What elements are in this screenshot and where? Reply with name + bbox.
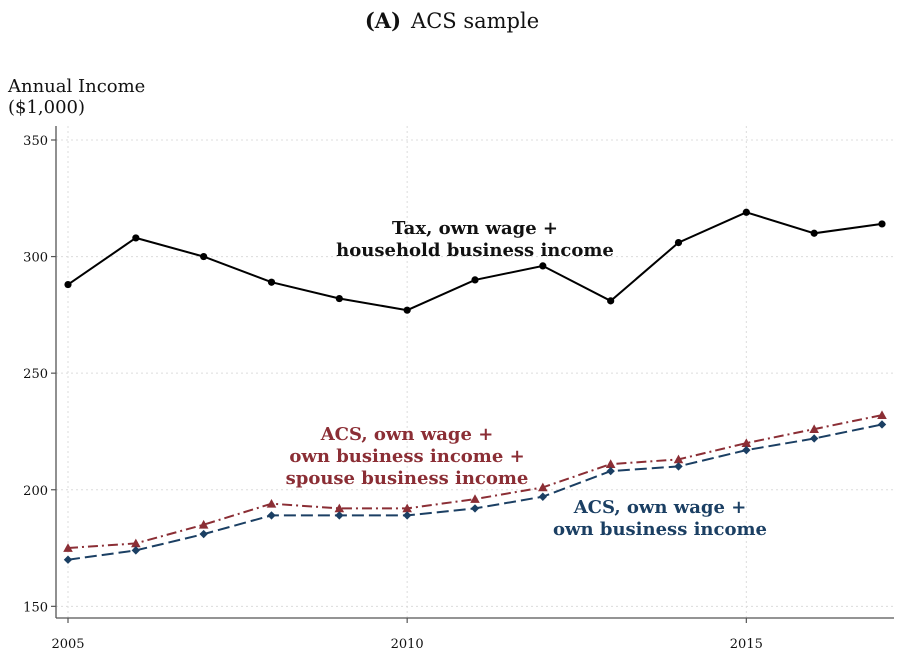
tax-series-point — [64, 280, 72, 289]
tax-series-point — [132, 234, 140, 242]
y-tick-label: 350 — [23, 134, 48, 149]
title-text: ACS sample — [411, 9, 540, 33]
annotation-line: ACS, own wage + — [320, 424, 494, 445]
y-tick-label: 250 — [23, 367, 48, 382]
y-tick-label: 200 — [23, 484, 48, 499]
acs-spouse-series-point — [266, 498, 277, 508]
y-axis-label-line-1: Annual Income — [8, 76, 146, 97]
acs-own-series-point — [470, 504, 480, 513]
acs-spouse-series-point — [741, 438, 752, 447]
acs-spouse-series-point — [131, 538, 141, 548]
annotation-acs-own-series: ACS, own wage + own business income — [530, 497, 790, 541]
tax-series-point — [403, 306, 411, 314]
acs-spouse-series-point — [198, 519, 209, 529]
acs-own-series-point — [131, 546, 141, 555]
annotation-line: Tax, own wage + — [392, 218, 558, 239]
tax-series-point — [810, 229, 818, 237]
tax-series-point — [267, 278, 276, 286]
annotation-tax-series: Tax, own wage + household business incom… — [320, 218, 630, 262]
y-axis-label-line-2: ($1,000) — [8, 97, 86, 118]
tax-series-point — [674, 238, 683, 247]
acs-own-series-point — [809, 434, 819, 443]
x-tick-label: 2015 — [730, 637, 763, 652]
acs-own-series-point — [335, 511, 344, 520]
acs-own-series-point — [63, 555, 73, 564]
tax-series-point — [878, 220, 886, 228]
acs-own-series-point — [267, 511, 276, 520]
acs-own-series-point — [199, 529, 208, 539]
annotation-line: own business income + — [289, 446, 525, 467]
panel-label: (A) — [364, 8, 402, 33]
y-tick-label: 150 — [23, 600, 48, 615]
y-tick-label: 300 — [23, 251, 48, 266]
annotation-line: spouse business income — [285, 468, 529, 489]
annotation-line: ACS, own wage + — [573, 497, 747, 518]
acs-spouse-series-point — [673, 454, 684, 464]
y-axis-label: Annual Income ($1,000) — [8, 76, 145, 118]
acs-own-series-point — [606, 466, 615, 476]
acs-spouse-series-point — [605, 459, 616, 468]
annotation-line: household business income — [336, 240, 614, 261]
tax-series-point — [607, 297, 615, 305]
tax-series-point — [471, 276, 479, 284]
chart-title: (A) ACS sample — [0, 8, 904, 33]
tax-series-point — [539, 262, 547, 270]
acs-spouse-series-point — [63, 543, 73, 552]
acs-spouse-series-point — [470, 494, 480, 503]
annotation-acs-spouse-series: ACS, own wage + own business income + sp… — [262, 424, 552, 490]
acs-spouse-series-point — [809, 424, 819, 433]
tax-series-point — [742, 208, 750, 216]
acs-spouse-series-point — [402, 503, 412, 513]
x-tick-label: 2005 — [51, 637, 84, 652]
acs-own-series-point — [538, 492, 548, 501]
acs-spouse-series-point — [538, 482, 548, 492]
acs-own-series-point — [402, 511, 412, 520]
acs-own-series-point — [877, 420, 887, 429]
annotation-line: own business income — [553, 519, 767, 540]
tax-series-point — [200, 252, 208, 261]
acs-own-series-point — [742, 445, 751, 455]
acs-spouse-series-point — [877, 410, 887, 419]
x-tick-label: 2010 — [391, 637, 424, 652]
acs-spouse-series-point — [334, 503, 345, 513]
tax-series-point — [335, 294, 343, 303]
acs-own-series-point — [674, 462, 683, 471]
